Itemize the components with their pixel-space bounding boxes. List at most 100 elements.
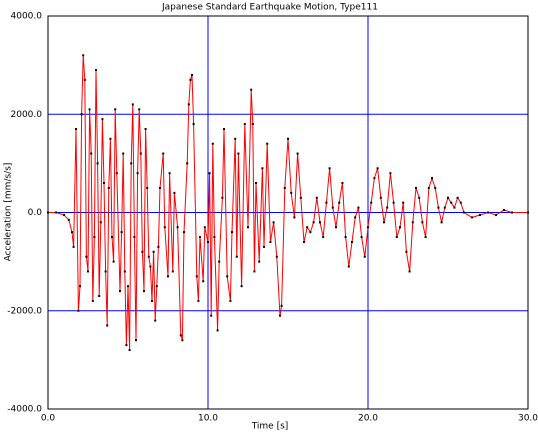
point-marker <box>280 304 283 307</box>
point-marker <box>159 186 161 189</box>
point-marker <box>130 162 133 165</box>
point-marker <box>179 334 182 337</box>
point-marker <box>443 206 446 209</box>
point-marker <box>82 54 85 57</box>
point-marker <box>203 226 206 229</box>
y-tick-label: -2000.0 <box>7 306 42 316</box>
point-marker <box>146 186 149 189</box>
point-marker <box>261 167 264 170</box>
point-marker <box>405 250 408 253</box>
point-marker <box>408 270 411 273</box>
point-marker <box>424 236 427 239</box>
point-marker <box>171 270 174 273</box>
point-marker <box>114 108 117 111</box>
point-marker <box>111 236 113 239</box>
point-marker <box>437 206 440 209</box>
point-marker <box>335 226 337 229</box>
point-marker <box>527 211 529 214</box>
point-marker <box>80 113 83 116</box>
point-marker <box>456 196 459 199</box>
point-marker <box>139 152 142 155</box>
point-marker <box>183 231 185 234</box>
point-marker <box>229 299 232 302</box>
point-marker <box>344 236 347 239</box>
point-marker <box>309 231 312 234</box>
point-marker <box>360 236 363 239</box>
point-marker <box>363 255 366 258</box>
point-marker <box>312 221 315 224</box>
point-marker <box>55 211 57 214</box>
y-tick-label: -4000.0 <box>7 405 42 415</box>
point-marker <box>293 216 296 219</box>
point-marker <box>331 206 334 209</box>
point-marker <box>91 299 94 302</box>
point-marker <box>99 221 102 224</box>
point-marker <box>511 211 513 214</box>
point-marker <box>328 167 331 170</box>
point-marker <box>253 270 256 273</box>
point-marker <box>187 103 190 106</box>
point-marker <box>266 142 269 145</box>
point-marker <box>240 285 243 288</box>
point-marker <box>418 196 421 199</box>
point-marker <box>247 226 249 229</box>
y-tick-label: 2000.0 <box>11 110 43 120</box>
point-marker <box>199 236 201 239</box>
point-marker <box>463 211 465 214</box>
point-marker <box>251 123 254 126</box>
point-marker <box>325 201 328 204</box>
point-marker <box>202 280 205 283</box>
point-marker <box>453 206 456 209</box>
point-marker <box>147 255 150 258</box>
point-marker <box>71 231 73 234</box>
point-marker <box>98 295 101 298</box>
point-marker <box>77 309 80 312</box>
point-marker <box>427 186 430 189</box>
point-marker <box>192 123 195 126</box>
x-axis-label: Time [s] <box>251 422 289 432</box>
point-marker <box>296 152 299 155</box>
point-marker <box>107 186 110 189</box>
point-marker <box>195 275 198 278</box>
point-marker <box>213 236 216 239</box>
point-marker <box>223 127 225 130</box>
point-marker <box>421 221 424 224</box>
point-marker <box>95 69 97 72</box>
point-marker <box>131 103 134 106</box>
point-marker <box>144 127 147 130</box>
point-marker <box>208 172 211 175</box>
point-marker <box>163 226 166 229</box>
point-marker <box>237 152 240 155</box>
point-marker <box>186 162 189 165</box>
point-marker <box>154 319 157 322</box>
point-marker <box>85 255 88 258</box>
point-marker <box>83 78 86 81</box>
point-marker <box>306 226 309 229</box>
point-marker <box>128 349 131 352</box>
point-marker <box>152 250 155 253</box>
point-marker <box>90 152 93 155</box>
point-marker <box>226 275 229 278</box>
point-marker <box>315 196 318 199</box>
point-marker <box>109 137 112 140</box>
y-axis-label: Acceleration [mm/s/s] <box>4 163 14 262</box>
point-marker <box>383 221 385 224</box>
chart-title: Japanese Standard Earthquake Motion, Typ… <box>161 3 378 13</box>
point-marker <box>167 275 169 278</box>
y-tick-label: 4000.0 <box>11 12 43 22</box>
point-marker <box>287 137 289 140</box>
point-marker <box>411 221 414 224</box>
point-marker <box>402 201 405 204</box>
y-tick-label: 0.0 <box>28 208 43 218</box>
point-marker <box>279 314 281 317</box>
point-marker <box>87 270 89 273</box>
point-marker <box>495 213 497 216</box>
point-marker <box>197 299 200 302</box>
point-marker <box>373 177 376 180</box>
point-marker <box>231 231 233 234</box>
point-marker <box>283 186 286 189</box>
point-marker <box>127 285 129 288</box>
point-marker <box>479 213 481 216</box>
